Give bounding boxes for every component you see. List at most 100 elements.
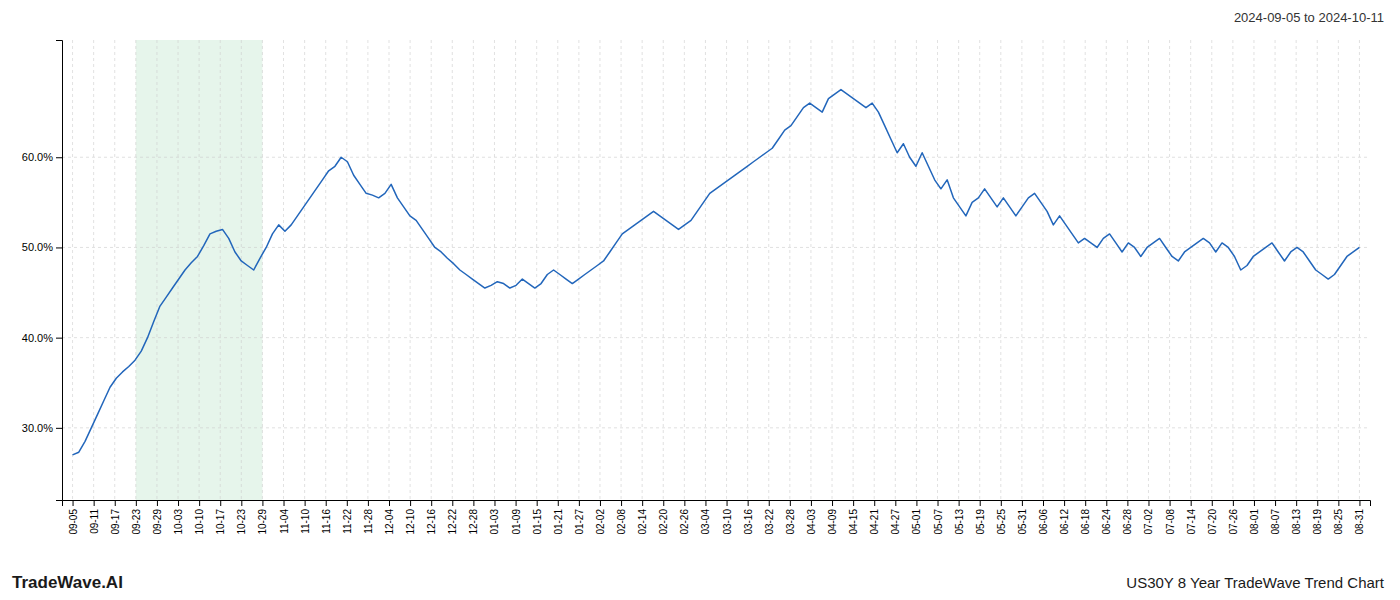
x-tick-label: 08-25 <box>1333 509 1344 535</box>
x-grid-line <box>895 40 896 500</box>
x-grid-line <box>473 40 474 500</box>
x-tick: 04-27 <box>890 500 901 535</box>
x-tick: 09-17 <box>110 500 121 535</box>
x-tick-mark <box>326 500 327 506</box>
x-tick-label: 08-07 <box>1270 509 1281 535</box>
x-tick-label: 07-08 <box>1165 509 1176 535</box>
x-grid-line <box>1169 40 1170 500</box>
x-grid-line <box>389 40 390 500</box>
x-tick-label: 12-16 <box>426 509 437 535</box>
x-tick: 01-09 <box>511 500 522 535</box>
x-tick-mark <box>389 500 390 506</box>
x-tick: 02-26 <box>679 500 690 535</box>
y-tick-label: 60.0% <box>22 151 53 163</box>
x-tick-label: 01-27 <box>574 509 585 535</box>
x-grid-line <box>156 40 157 500</box>
x-tick-label: 03-22 <box>764 509 775 535</box>
x-tick-label: 01-15 <box>532 509 543 535</box>
y-grid-line <box>62 247 1370 248</box>
x-tick-mark <box>157 500 158 506</box>
grid <box>62 40 1370 500</box>
x-tick: 02-20 <box>658 500 669 535</box>
x-grid-line <box>768 40 769 500</box>
x-tick-label: 06-18 <box>1080 509 1091 535</box>
x-tick: 11-10 <box>300 500 311 534</box>
y-tick: 50.0% <box>22 241 62 253</box>
y-axis-line <box>56 41 63 501</box>
x-tick-label: 07-20 <box>1207 509 1218 535</box>
x-tick-label: 06-24 <box>1101 509 1112 535</box>
x-tick-mark <box>1064 500 1065 506</box>
x-tick-label: 07-02 <box>1143 509 1154 535</box>
x-grid-line <box>726 40 727 500</box>
x-tick-label: 05-01 <box>911 509 922 535</box>
y-grid-line <box>62 157 1370 158</box>
x-grid-line <box>642 40 643 500</box>
y-tick: 30.0% <box>22 422 62 434</box>
x-grid-line <box>1275 40 1276 500</box>
x-grid-line <box>1064 40 1065 500</box>
x-tick: 04-09 <box>827 500 838 535</box>
x-tick: 05-07 <box>933 500 944 535</box>
x-tick-mark <box>516 500 517 506</box>
x-tick-label: 08-13 <box>1291 509 1302 535</box>
x-tick-mark <box>1043 500 1044 506</box>
x-tick-mark <box>684 500 685 506</box>
x-axis-line <box>63 501 1371 507</box>
x-tick-label: 01-21 <box>553 509 564 535</box>
x-axis: 09-0509-1109-1709-2309-2910-0310-1010-17… <box>63 500 1371 535</box>
x-tick-mark <box>199 500 200 506</box>
x-tick-label: 04-03 <box>806 509 817 535</box>
x-tick-label: 12-10 <box>405 509 416 535</box>
x-tick-mark <box>1191 500 1192 506</box>
x-tick-mark <box>1359 500 1360 506</box>
x-tick-label: 02-02 <box>595 509 606 535</box>
x-tick-mark <box>600 500 601 506</box>
x-tick-label: 05-25 <box>996 509 1007 535</box>
x-tick: 07-08 <box>1165 500 1176 535</box>
x-tick: 06-18 <box>1080 500 1091 535</box>
x-tick-label: 04-09 <box>827 509 838 535</box>
chart-svg: 09-0509-1109-1709-2309-2910-0310-1010-17… <box>0 0 1400 600</box>
x-tick-mark <box>178 500 179 506</box>
y-tick-label: 30.0% <box>22 422 53 434</box>
x-tick-mark <box>1317 500 1318 506</box>
x-tick-mark <box>115 500 116 506</box>
x-grid-line <box>789 40 790 500</box>
x-grid-line <box>1021 40 1022 500</box>
x-tick-label: 02-20 <box>658 509 669 535</box>
x-tick: 07-26 <box>1228 500 1239 535</box>
x-tick: 07-14 <box>1186 500 1197 535</box>
x-grid-line <box>367 40 368 500</box>
x-tick: 08-01 <box>1249 500 1260 535</box>
x-grid-line <box>494 40 495 500</box>
x-tick-mark <box>832 500 833 506</box>
x-tick: 10-17 <box>215 500 226 535</box>
x-tick: 06-28 <box>1122 500 1133 535</box>
x-grid-line <box>1211 40 1212 500</box>
x-tick-mark <box>452 500 453 506</box>
x-tick-label: 11-28 <box>363 509 374 534</box>
x-tick-mark <box>1338 500 1339 506</box>
y-tick: 60.0% <box>22 151 62 163</box>
y-tick-mark <box>56 338 62 339</box>
x-grid-line <box>832 40 833 500</box>
x-tick-mark <box>853 500 854 506</box>
x-tick-mark <box>1233 500 1234 506</box>
x-tick-label: 09-11 <box>89 509 100 534</box>
x-grid-line <box>916 40 917 500</box>
x-tick-label: 01-03 <box>489 509 500 535</box>
x-tick-label: 06-28 <box>1122 509 1133 535</box>
x-tick: 03-16 <box>743 500 754 535</box>
x-tick: 05-01 <box>911 500 922 535</box>
x-tick-label: 02-14 <box>637 509 648 535</box>
x-tick-mark <box>1254 500 1255 506</box>
x-tick-label: 03-10 <box>722 509 733 535</box>
x-grid-line <box>1085 40 1086 500</box>
x-tick: 11-28 <box>363 500 374 534</box>
x-tick: 10-10 <box>194 500 205 535</box>
x-tick: 03-28 <box>785 500 796 535</box>
x-tick-mark <box>874 500 875 506</box>
trend-line <box>73 90 1360 455</box>
x-tick-label: 03-28 <box>785 509 796 535</box>
